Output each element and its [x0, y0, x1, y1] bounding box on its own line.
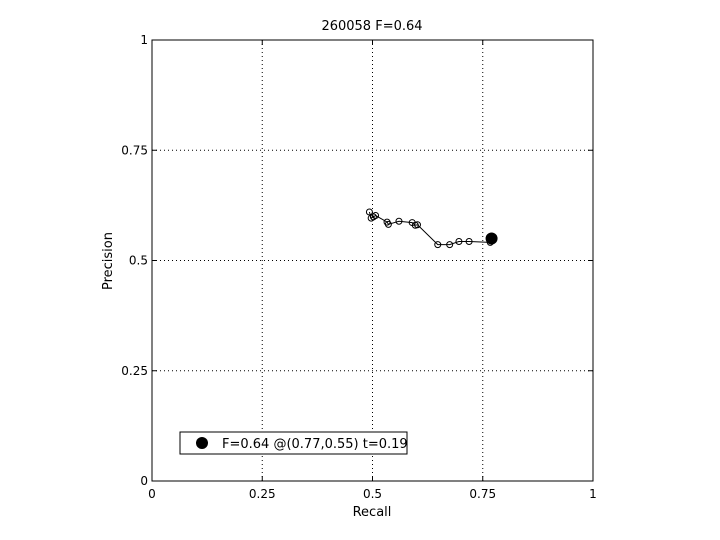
data-point — [395, 217, 403, 225]
x-tick-label: 0.5 — [363, 487, 382, 501]
best-f-point — [485, 232, 498, 245]
data-point — [446, 241, 454, 249]
data-point — [434, 241, 442, 249]
data-point — [465, 238, 473, 246]
x-tick-label: 0 — [148, 487, 156, 501]
y-tick-label: 0.25 — [121, 364, 148, 378]
y-axis-label: Precision — [101, 232, 116, 290]
legend-marker — [196, 437, 208, 449]
data-point — [372, 212, 380, 220]
y-tick-label: 0.5 — [129, 254, 148, 268]
y-tick-label: 0.75 — [121, 143, 148, 157]
series-markers — [365, 208, 494, 249]
data-point — [365, 208, 373, 216]
x-tick-label: 1 — [589, 487, 597, 501]
data-point — [413, 221, 421, 229]
chart-title: 260058 F=0.64 — [321, 19, 422, 34]
grid-lines — [152, 40, 593, 481]
data-point — [455, 238, 463, 246]
legend: F=0.64 @(0.77,0.55) t=0.19 — [179, 431, 408, 455]
x-tick-label: 0.75 — [469, 487, 496, 501]
x-axis-label: Recall — [353, 505, 392, 520]
y-tick-label: 1 — [140, 33, 148, 47]
axis-ticks: 0 0.25 0.5 0.75 1 0 0.25 0.5 0.75 1 — [121, 33, 597, 501]
y-tick-label: 0 — [140, 474, 148, 488]
legend-box — [179, 431, 408, 455]
data-point — [384, 220, 392, 228]
x-tick-label: 0.25 — [249, 487, 276, 501]
legend-label: F=0.64 @(0.77,0.55) t=0.19 — [222, 437, 408, 452]
